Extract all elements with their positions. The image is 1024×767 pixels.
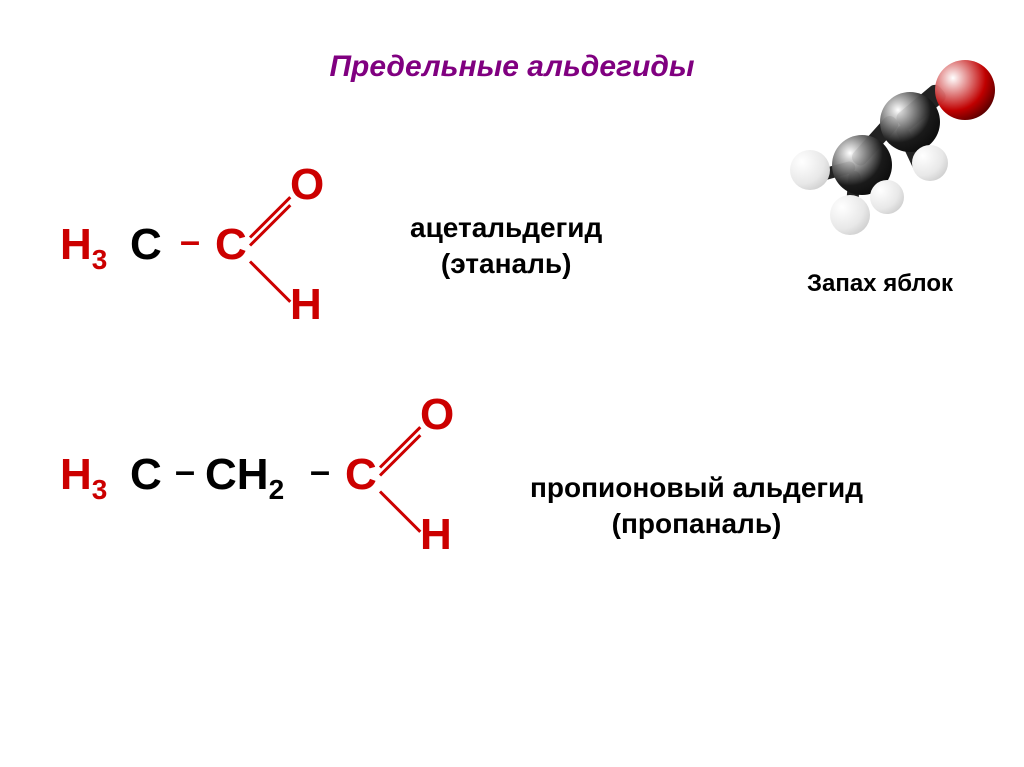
model-atom <box>790 150 830 190</box>
propionaldehyde-name: пропионовый альдегид <box>530 472 863 503</box>
propionaldehyde-formula: H3C–CH2–COH <box>60 390 500 570</box>
model-atom <box>935 60 995 120</box>
molecule-3d-model <box>760 50 1000 260</box>
model-caption: Запах яблок <box>780 270 980 298</box>
model-atom <box>912 145 948 181</box>
atom-label: H <box>290 280 322 330</box>
atom-label: O <box>420 390 454 440</box>
atom-label: C <box>215 220 247 270</box>
acetaldehyde-formula: H3C–COH <box>60 160 360 340</box>
propionaldehyde-alt: (пропаналь) <box>612 508 782 539</box>
atom-label: C <box>130 220 162 270</box>
propionaldehyde-label: пропионовый альдегид (пропаналь) <box>530 470 863 543</box>
atom-label: C <box>345 450 377 500</box>
atom-label: O <box>290 160 324 210</box>
acetaldehyde-label: ацетальдегид (этаналь) <box>410 210 602 283</box>
atom-label: H <box>420 510 452 560</box>
acetaldehyde-name: ацетальдегид <box>410 212 602 243</box>
atom-label: – <box>175 450 195 492</box>
acetaldehyde-alt: (этаналь) <box>441 248 572 279</box>
atom-label: H3 <box>60 450 107 506</box>
atom-label: – <box>180 220 200 262</box>
atom-label: C <box>130 450 162 500</box>
model-atom <box>880 92 940 152</box>
atom-label: H3 <box>60 220 107 276</box>
atom-label: – <box>310 450 330 492</box>
model-atom <box>830 195 870 235</box>
atom-label: CH2 <box>205 450 284 506</box>
model-atom <box>870 180 904 214</box>
